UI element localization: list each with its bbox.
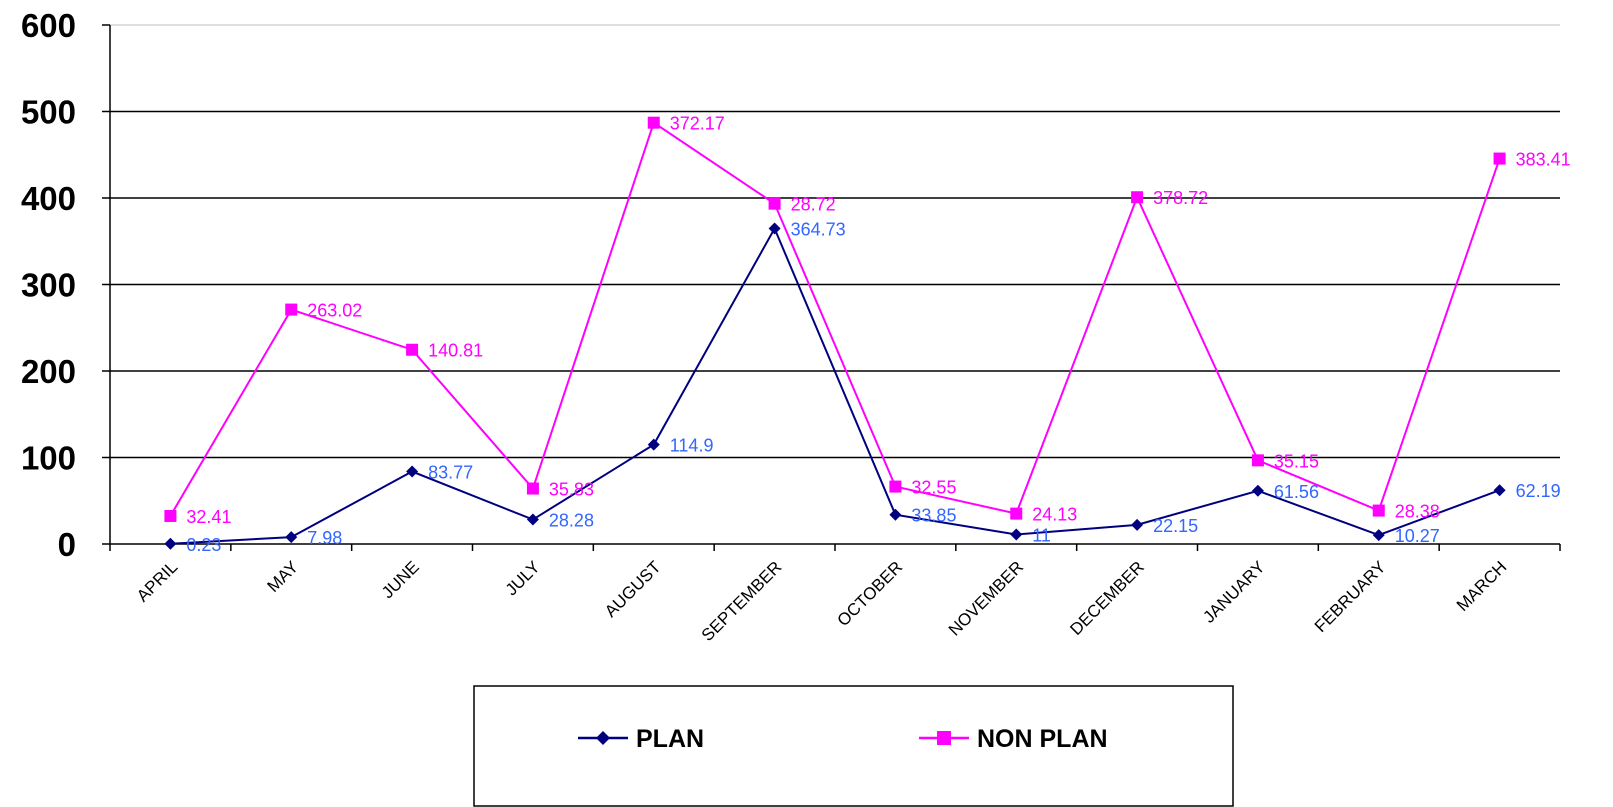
data-label: 378.72 [1153,188,1208,208]
data-point [1131,518,1144,531]
data-point [406,465,419,478]
data-point [1493,152,1506,165]
data-label: 114.9 [670,436,714,456]
data-point [526,513,539,526]
data-point [406,343,419,356]
data-label: 61.56 [1274,482,1319,502]
data-point [526,482,539,495]
data-point [285,303,298,316]
data-point [889,480,902,493]
data-label: 364.73 [791,220,846,240]
legend-label: NON PLAN [977,725,1108,753]
data-labels-layer: 0.23 7.98 83.77 28.28 114.9 364.73 33.85 11 22.1… [186,114,1570,555]
x-tick-label: APRIL [133,557,181,605]
legend-label: PLAN [636,725,704,753]
data-point [164,509,177,522]
data-point [889,508,902,521]
data-point [285,531,298,544]
data-point [1010,507,1023,520]
data-point [1372,529,1385,542]
data-point [768,222,781,235]
axes [102,24,1561,551]
data-label: 383.41 [1516,150,1571,170]
x-tick-label: SEPTEMBER [698,557,786,645]
legend-marker [937,731,951,745]
data-point [1131,191,1144,204]
data-point [768,197,781,210]
data-point [1010,528,1023,541]
y-tick-labels: 0 100 200 300 400 500 600 [21,7,76,563]
gridlines [110,24,1560,459]
data-label: 35.15 [1274,451,1319,471]
data-label: 0.23 [186,535,221,555]
data-point [647,438,660,451]
data-label: 33.85 [911,506,956,526]
y-tick-label: 200 [21,353,76,390]
legend-box [473,685,1234,807]
data-point [1251,454,1264,467]
data-label: 28.38 [1395,502,1440,522]
data-label: 11 [1032,525,1051,545]
data-label: 35.83 [549,480,594,500]
x-tick-labels: APRIL MAY JUNE JULY AUGUST SEPTEMBER OCTOBER NO… [133,557,1510,645]
legend: PLAN NON PLAN [473,685,1234,807]
x-tick-label: JANUARY [1199,557,1268,626]
y-tick-label: 500 [21,94,76,131]
series-line [169,121,1501,517]
legend-marker [596,731,610,745]
data-label: 263.02 [307,301,362,321]
series-layer [164,116,1506,550]
series-line [170,226,1500,545]
y-tick-label: 0 [58,526,76,563]
data-label: 372.17 [670,114,725,134]
data-label: 62.19 [1516,481,1561,501]
y-tick-label: 300 [21,267,76,304]
y-tick-label: 100 [21,440,76,477]
y-tick-label: 600 [21,7,76,44]
x-tick-label: JUNE [378,557,423,602]
data-label: 10.27 [1395,526,1440,546]
data-label: 83.77 [428,463,473,483]
x-tick-label: AUGUST [601,557,665,621]
x-tick-label: MARCH [1453,557,1511,615]
data-label: 24.13 [1032,505,1077,525]
data-point [164,537,177,550]
data-point [1493,484,1506,497]
data-point [1372,504,1385,517]
data-point [647,116,660,129]
data-label: 32.41 [186,507,231,527]
x-tick-label: FEBRUARY [1311,557,1390,636]
data-point [1251,484,1264,497]
x-tick-label: NOVEMBER [945,557,1027,639]
data-label: 7.98 [307,528,342,548]
data-label: 28.28 [549,511,594,531]
x-tick-label: DECEMBER [1066,557,1148,639]
y-tick-label: 400 [21,180,76,217]
data-label: 28.72 [791,195,836,215]
data-label: 140.81 [428,341,483,361]
data-label: 32.55 [911,478,956,498]
data-label: 22.15 [1153,516,1198,536]
x-tick-label: OCTOBER [834,557,907,630]
x-tick-label: MAY [263,557,302,596]
x-tick-label: JULY [502,557,544,599]
